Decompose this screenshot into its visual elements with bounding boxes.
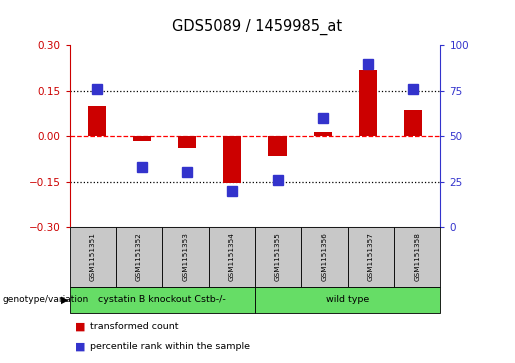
Bar: [268, 136, 286, 156]
Text: GSM1151355: GSM1151355: [275, 232, 281, 281]
Bar: [88, 106, 106, 136]
Text: GSM1151352: GSM1151352: [136, 232, 142, 281]
Text: genotype/variation: genotype/variation: [3, 295, 89, 304]
Bar: [404, 110, 422, 136]
Text: GSM1151351: GSM1151351: [90, 232, 96, 281]
Text: GSM1151358: GSM1151358: [414, 232, 420, 281]
Text: GSM1151353: GSM1151353: [182, 232, 188, 281]
Text: ■: ■: [75, 322, 85, 332]
Text: transformed count: transformed count: [90, 322, 179, 331]
Text: GDS5089 / 1459985_at: GDS5089 / 1459985_at: [173, 19, 342, 35]
Text: percentile rank within the sample: percentile rank within the sample: [90, 342, 250, 351]
Text: GSM1151356: GSM1151356: [321, 232, 328, 281]
Text: wild type: wild type: [326, 295, 369, 304]
Bar: [133, 136, 151, 140]
Bar: [224, 136, 242, 183]
Bar: [178, 136, 196, 148]
Bar: [359, 70, 377, 136]
Text: GSM1151357: GSM1151357: [368, 232, 374, 281]
Text: ▶: ▶: [61, 295, 68, 305]
Bar: [314, 132, 332, 136]
Text: cystatin B knockout Cstb-/-: cystatin B knockout Cstb-/-: [98, 295, 226, 304]
Text: ■: ■: [75, 342, 85, 352]
Text: GSM1151354: GSM1151354: [229, 232, 235, 281]
